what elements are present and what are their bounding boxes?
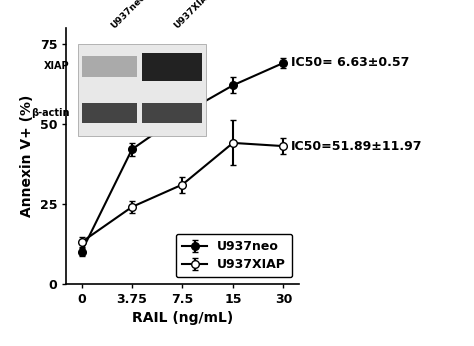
Text: β-actin: β-actin: [31, 108, 70, 118]
Text: IC50=51.89±11.97: IC50=51.89±11.97: [291, 139, 422, 153]
FancyBboxPatch shape: [142, 53, 202, 81]
Text: XIAP: XIAP: [44, 61, 70, 71]
X-axis label: RAIL (ng/mL): RAIL (ng/mL): [132, 311, 233, 325]
FancyBboxPatch shape: [82, 103, 137, 123]
Legend: U937neo, U937XIAP: U937neo, U937XIAP: [176, 234, 292, 277]
FancyBboxPatch shape: [78, 44, 206, 136]
Text: U937neo: U937neo: [109, 0, 148, 31]
Text: U937XIAP: U937XIAP: [172, 0, 214, 31]
FancyBboxPatch shape: [82, 56, 137, 77]
Text: IC50= 6.63±0.57: IC50= 6.63±0.57: [291, 56, 410, 70]
FancyBboxPatch shape: [142, 103, 202, 123]
Y-axis label: Annexin V+ (%): Annexin V+ (%): [20, 94, 34, 217]
